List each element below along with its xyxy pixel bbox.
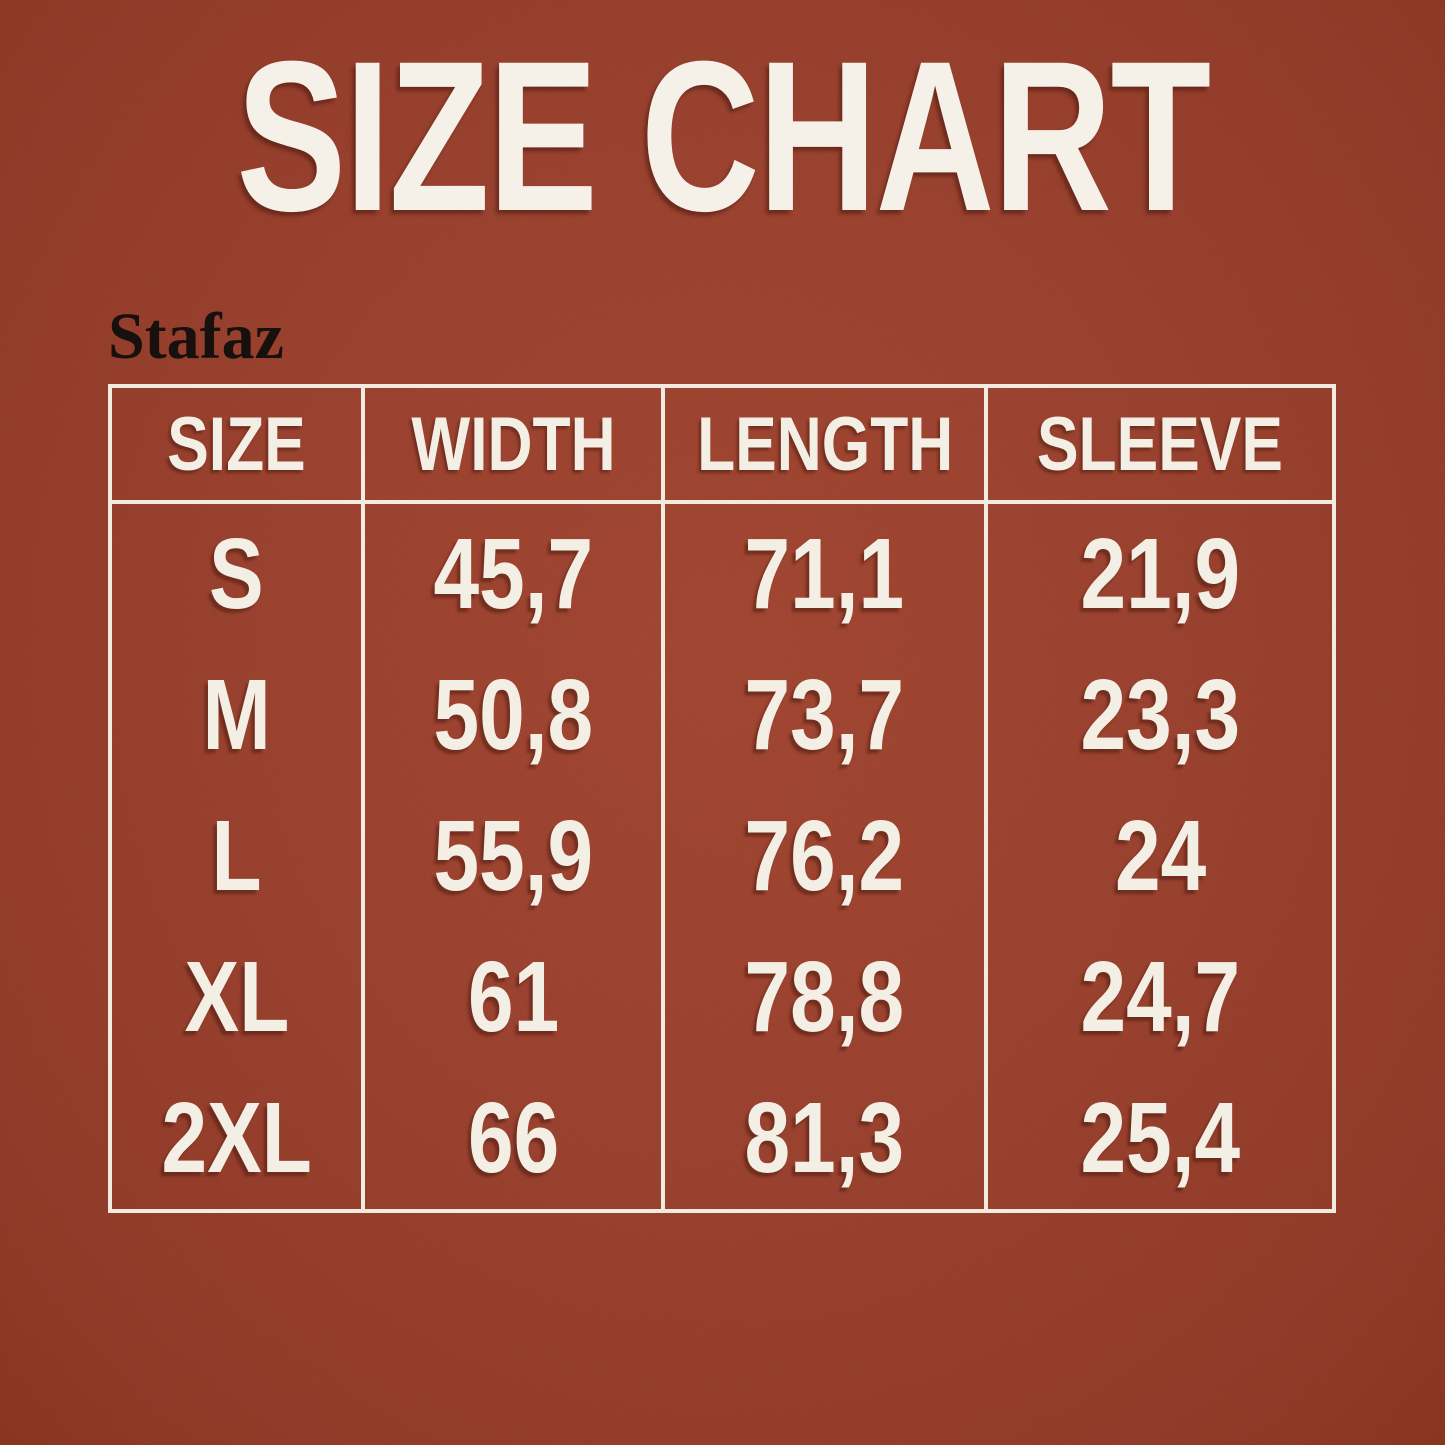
width-value-cell: 61 bbox=[361, 927, 666, 1068]
size-label-cell: S bbox=[107, 502, 366, 645]
sleeve-value-cell: 21,9 bbox=[984, 502, 1336, 645]
width-value-cell: 66 bbox=[361, 1068, 666, 1211]
header-cell-width: WIDTH bbox=[361, 384, 666, 504]
length-value-cell: 71,1 bbox=[661, 502, 989, 645]
table-row-s: S 45,7 71,1 21,9 bbox=[107, 502, 1336, 645]
size-label-cell: M bbox=[107, 645, 366, 786]
header-label-size: SIZE bbox=[167, 401, 306, 487]
width-value-cell: 55,9 bbox=[361, 786, 666, 927]
header-label-width: WIDTH bbox=[411, 401, 616, 487]
header-cell-size: SIZE bbox=[107, 384, 366, 504]
table-row-xl: XL 61 78,8 24,7 bbox=[107, 927, 1336, 1068]
table-row-l: L 55,9 76,2 24 bbox=[107, 786, 1336, 927]
size-table-header-row: SIZE WIDTH LENGTH SLEEVE bbox=[107, 384, 1336, 504]
length-value-cell: 78,8 bbox=[661, 927, 989, 1068]
length-value-cell: 81,3 bbox=[661, 1068, 989, 1211]
size-table: SIZE WIDTH LENGTH SLEEVE S 45,7 71,1 21,… bbox=[107, 384, 1336, 1213]
length-value-cell: 73,7 bbox=[661, 645, 989, 786]
sleeve-value-cell: 23,3 bbox=[984, 645, 1336, 786]
brand-label: Stafaz bbox=[108, 300, 284, 373]
length-value-cell: 76,2 bbox=[661, 786, 989, 927]
size-label-cell: L bbox=[107, 786, 366, 927]
size-label-cell: XL bbox=[107, 927, 366, 1068]
header-cell-sleeve: SLEEVE bbox=[984, 384, 1336, 504]
page-title: SIZE CHART bbox=[0, 30, 1445, 244]
header-cell-length: LENGTH bbox=[661, 384, 989, 504]
width-value-cell: 45,7 bbox=[361, 502, 666, 645]
page-title-text: SIZE CHART bbox=[235, 17, 1211, 256]
width-value-cell: 50,8 bbox=[361, 645, 666, 786]
table-row-m: M 50,8 73,7 23,3 bbox=[107, 645, 1336, 786]
size-label-cell: 2XL bbox=[107, 1068, 366, 1211]
sleeve-value-cell: 24 bbox=[984, 786, 1336, 927]
header-label-sleeve: SLEEVE bbox=[1037, 401, 1284, 487]
header-label-length: LENGTH bbox=[696, 401, 953, 487]
sleeve-value-cell: 25,4 bbox=[984, 1068, 1336, 1211]
table-row-2xl: 2XL 66 81,3 25,4 bbox=[107, 1068, 1336, 1211]
sleeve-value-cell: 24,7 bbox=[984, 927, 1336, 1068]
